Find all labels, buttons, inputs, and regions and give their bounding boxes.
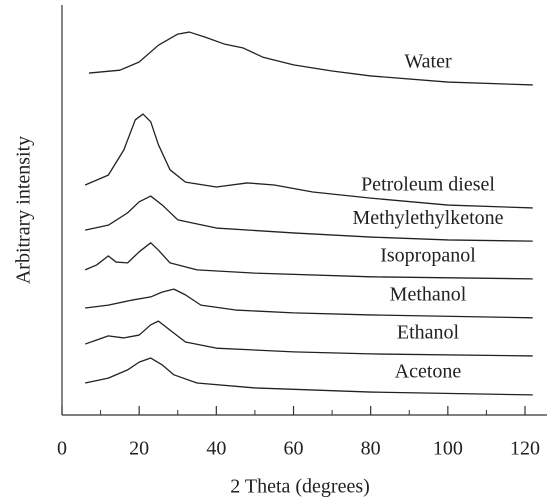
line: [85, 195, 533, 242]
x-axis-label: 2 Theta (degrees): [230, 476, 370, 498]
x-tick-label: 40: [206, 438, 226, 460]
x-tick-label: 0: [57, 438, 67, 460]
series-label: Methanol: [390, 283, 467, 305]
line: [84, 113, 533, 209]
series-label: Isopropanol: [380, 244, 476, 266]
x-tick-label: 100: [433, 438, 463, 460]
x-tick-label: 20: [129, 438, 149, 460]
line: [84, 320, 533, 357]
series-label: Acetone: [395, 361, 462, 383]
line: [84, 242, 533, 280]
x-tick-label: 60: [284, 438, 304, 460]
series-label: Ethanol: [397, 322, 460, 344]
x-tick-label: 80: [361, 438, 381, 460]
line: [88, 31, 533, 86]
series-label: Methylethylketone: [352, 207, 503, 229]
y-axis-label: Arbitrary intensity: [13, 136, 35, 284]
series-label: Water: [404, 51, 452, 73]
line: [85, 288, 533, 319]
line: [85, 357, 533, 396]
series-label: Petroleum diesel: [361, 174, 495, 196]
x-tick-label: 120: [510, 438, 540, 460]
